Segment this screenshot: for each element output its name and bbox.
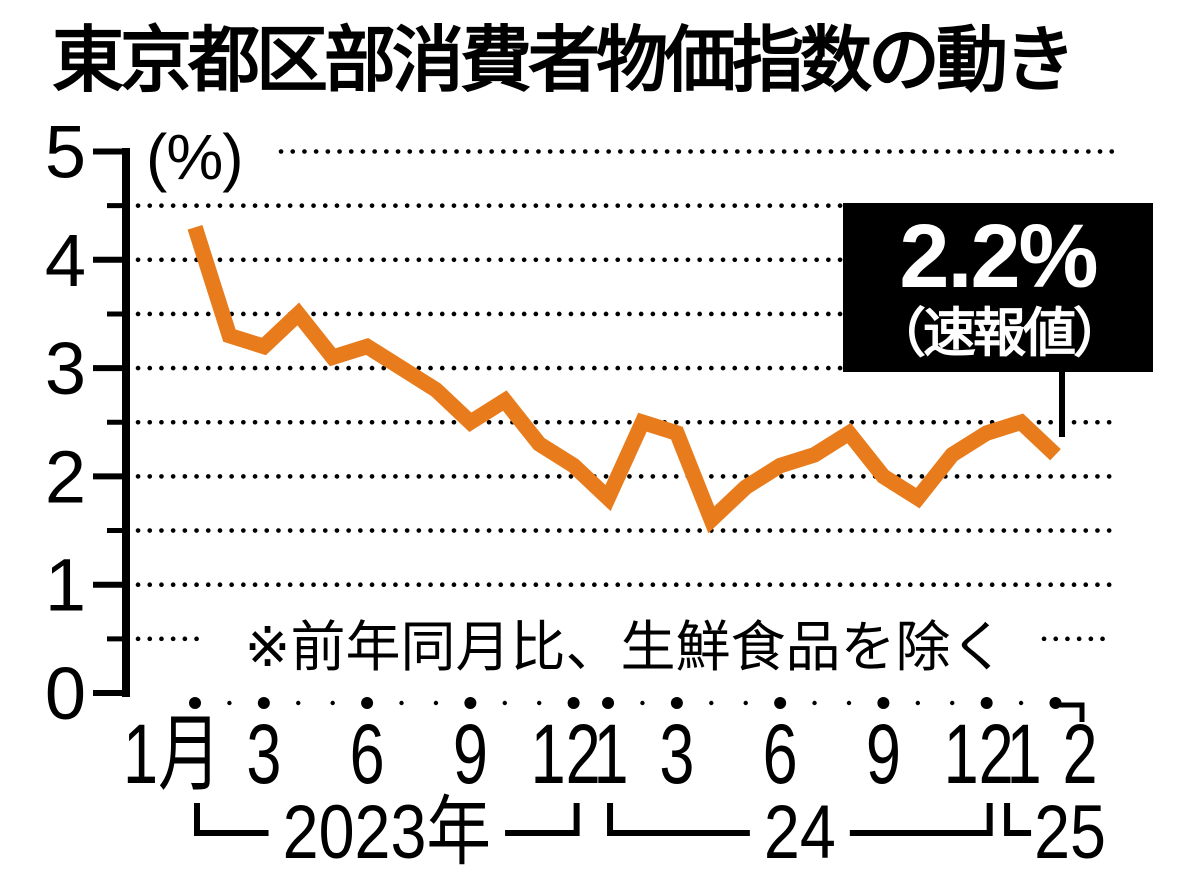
x-axis-dot-major [670, 697, 683, 709]
month-label: 6 [350, 707, 385, 801]
year-label: 24 [764, 789, 836, 874]
x-axis-dot-minor [640, 700, 645, 706]
x-axis-dot-minor [227, 700, 232, 706]
month-label: 1 [594, 707, 629, 801]
month-label: 2 [1062, 707, 1097, 801]
x-axis-dot-minor [709, 700, 714, 706]
year-label: 25 [1034, 789, 1106, 874]
x-axis-dot-minor [1018, 700, 1024, 706]
x-axis-dot-major [464, 697, 477, 709]
x-axis-dot-major [361, 697, 374, 709]
y-tick-label: 2 [45, 435, 86, 518]
x-axis-dot-minor [743, 700, 748, 706]
x-axis-dot-major [1049, 697, 1062, 709]
y-tick-label: 0 [45, 652, 86, 735]
month-label: 1 [1007, 707, 1042, 801]
callout-sublabel: （速報値） [873, 303, 1126, 363]
callout-value: 2.2% [899, 206, 1098, 307]
x-axis-dot-minor [502, 700, 507, 706]
y-tick-label: 3 [45, 327, 86, 410]
x-axis-dot-major [980, 697, 993, 709]
month-label: 3 [659, 707, 694, 801]
x-axis-dot-minor [399, 700, 404, 706]
x-axis-dot-minor [812, 700, 817, 706]
month-label: 12 [944, 707, 1014, 801]
x-axis-dot-minor [846, 700, 852, 706]
x-axis-dot-major [602, 697, 615, 709]
footnote: ※前年同月比、生鮮食品を除く [244, 616, 1006, 678]
x-axis-dot-minor [296, 700, 301, 706]
x-axis-dot-major [774, 697, 787, 709]
month-label: 1月 [123, 707, 221, 801]
x-axis-dot-minor [433, 700, 439, 706]
y-tick-label: 1 [45, 544, 86, 627]
x-axis-dot-major [189, 697, 201, 709]
x-axis-dot-minor [915, 700, 921, 706]
x-axis-dot-major [257, 697, 270, 709]
x-axis-dot-minor [537, 700, 542, 706]
month-label: 3 [246, 707, 281, 801]
x-axis-dot-minor [330, 700, 335, 706]
year-label: 2023年 [283, 789, 491, 874]
callout-box: 2.2% （速報値） [843, 203, 1153, 372]
y-tick-label: 5 [45, 111, 86, 194]
month-label: 9 [866, 707, 901, 801]
cpi-line [187, 224, 1061, 534]
month-label: 12 [531, 707, 601, 801]
chart-title: 東京都区部消費者物価指数の動き [52, 21, 1076, 101]
y-axis-unit-label: (%) [146, 121, 244, 193]
x-axis-dot-minor [950, 700, 955, 706]
month-label: 6 [763, 707, 798, 801]
last-month-connector-line [1060, 702, 1085, 722]
y-tick-label: 4 [45, 219, 86, 302]
x-axis-dot-major [567, 697, 580, 709]
month-label: 9 [453, 707, 488, 801]
x-axis-dot-major [877, 697, 890, 709]
